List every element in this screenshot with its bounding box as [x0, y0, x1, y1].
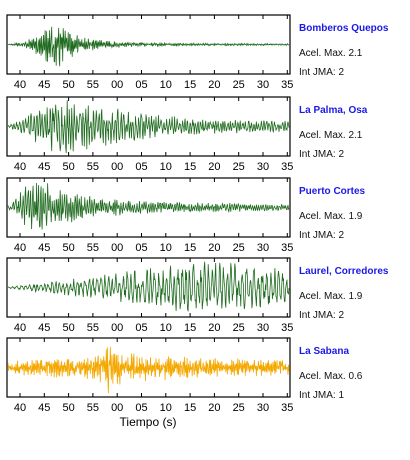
- tick-label: 55: [87, 402, 99, 414]
- tick-label: 00: [111, 402, 123, 414]
- max-acceleration: Acel. Max. 1.9: [299, 211, 363, 222]
- tick-label: 30: [257, 79, 269, 91]
- tick-label: 05: [135, 79, 147, 91]
- tick-label: 30: [257, 402, 269, 414]
- station-info: La Sabana Acel. Max. 0.6 Int JMA: 1: [299, 346, 407, 401]
- tick-label: 35: [281, 242, 293, 254]
- tick-label: 45: [38, 79, 50, 91]
- tick-label: 55: [87, 161, 99, 173]
- tick-label: 20: [208, 161, 220, 173]
- tick-label: 50: [62, 161, 74, 173]
- tick-label: 25: [233, 322, 245, 334]
- tick-label: 40: [14, 242, 26, 254]
- station-info: Puerto Cortes Acel. Max. 1.9 Int JMA: 2: [299, 186, 407, 241]
- tick-label: 10: [160, 161, 172, 173]
- tick-label: 35: [281, 322, 293, 334]
- tick-label: 05: [135, 242, 147, 254]
- waveform-trace: [7, 100, 290, 154]
- tick-label: 15: [184, 161, 196, 173]
- tick-label: 15: [184, 242, 196, 254]
- panel-1: 40 45 50 55 00 05 10 15 20 25 30 35: [6, 14, 293, 91]
- waveform-trace: [7, 182, 290, 230]
- jma-intensity: Int JMA: 2: [299, 310, 345, 321]
- tick-label: 10: [160, 402, 172, 414]
- station-info: Bomberos Quepos Acel. Max. 2.1 Int JMA: 2: [299, 23, 407, 78]
- jma-intensity: Int JMA: 2: [299, 67, 345, 78]
- max-acceleration: Acel. Max. 2.1: [299, 130, 363, 141]
- tick-label: 40: [14, 322, 26, 334]
- tick-label: 25: [233, 161, 245, 173]
- tick-label: 25: [233, 402, 245, 414]
- tick-label: 40: [14, 161, 26, 173]
- tick-label: 10: [160, 322, 172, 334]
- tick-label: 45: [38, 242, 50, 254]
- tick-label: 05: [135, 161, 147, 173]
- tick-label: 35: [281, 402, 293, 414]
- panel-4: 40 45 50 55 00 05 10 15 20 25 30 35: [6, 257, 293, 334]
- tick-label: 00: [111, 79, 123, 91]
- tick-label: 00: [111, 242, 123, 254]
- tick-label: 55: [87, 322, 99, 334]
- tick-label: 40: [14, 79, 26, 91]
- x-axis-label: Tiempo (s): [120, 415, 177, 429]
- tick-label: 30: [257, 322, 269, 334]
- tick-label: 50: [62, 242, 74, 254]
- tick-label: 35: [281, 79, 293, 91]
- panel-frame: [6, 257, 291, 318]
- tick-label: 25: [233, 79, 245, 91]
- station-name: Puerto Cortes: [299, 186, 366, 197]
- tick-label: 30: [257, 242, 269, 254]
- station-info: La Palma, Osa Acel. Max. 2.1 Int JMA: 2: [299, 105, 407, 160]
- tick-label: 55: [87, 242, 99, 254]
- tick-label: 20: [208, 322, 220, 334]
- waveform-trace: [7, 26, 290, 67]
- waveform-trace: [7, 261, 290, 313]
- tick-label: 10: [160, 242, 172, 254]
- panel-5: 40 45 50 55 00 05 10 15 20 25 30 35: [6, 337, 293, 414]
- tick-label: 00: [111, 161, 123, 173]
- tick-label: 20: [208, 402, 220, 414]
- tick-label: 20: [208, 79, 220, 91]
- station-info: Laurel, Corredores Acel. Max. 1.9 Int JMA:…: [299, 266, 407, 321]
- tick-label: 05: [135, 322, 147, 334]
- jma-intensity: Int JMA: 2: [299, 149, 345, 160]
- tick-label: 05: [135, 402, 147, 414]
- tick-label: 55: [87, 79, 99, 91]
- tick-label: 15: [184, 322, 196, 334]
- tick-label: 50: [62, 402, 74, 414]
- tick-label: 50: [62, 322, 74, 334]
- tick-label: 30: [257, 161, 269, 173]
- station-name: La Sabana: [299, 346, 350, 357]
- station-name: Laurel, Corredores: [299, 266, 389, 277]
- tick-label: 15: [184, 79, 196, 91]
- tick-label: 45: [38, 161, 50, 173]
- panel-3: 40 45 50 55 00 05 10 15 20 25 30 35: [6, 177, 293, 254]
- tick-label: 45: [38, 402, 50, 414]
- tick-label: 10: [160, 79, 172, 91]
- max-acceleration: Acel. Max. 1.9: [299, 291, 363, 302]
- max-acceleration: Acel. Max. 0.6: [299, 371, 363, 382]
- max-acceleration: Acel. Max. 2.1: [299, 48, 363, 59]
- jma-intensity: Int JMA: 2: [299, 230, 345, 241]
- tick-label: 35: [281, 161, 293, 173]
- station-name: La Palma, Osa: [299, 105, 368, 116]
- tick-label: 00: [111, 322, 123, 334]
- tick-label: 15: [184, 402, 196, 414]
- waveform-trace: [7, 347, 290, 394]
- tick-label: 45: [38, 322, 50, 334]
- tick-label: 25: [233, 242, 245, 254]
- panel-2: 40 45 50 55 00 05 10 15 20 25 30 35: [6, 96, 293, 173]
- tick-label: 50: [62, 79, 74, 91]
- tick-label: 40: [14, 402, 26, 414]
- tick-label: 20: [208, 242, 220, 254]
- jma-intensity: Int JMA: 1: [299, 390, 345, 401]
- station-name: Bomberos Quepos: [299, 23, 389, 34]
